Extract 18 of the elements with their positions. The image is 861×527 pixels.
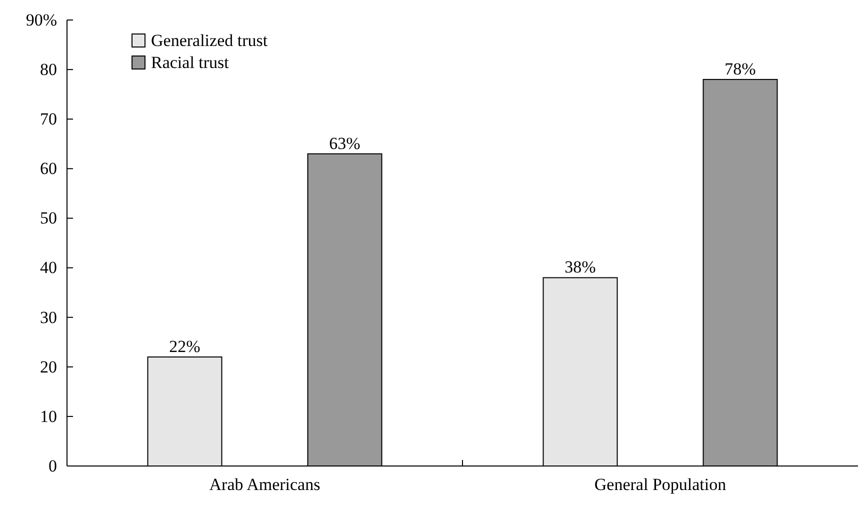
y-tick-label: 50 [40, 208, 57, 228]
data-label: 78% [724, 59, 756, 78]
y-tick-label: 20 [40, 357, 57, 376]
y-tick-label: 0 [48, 456, 57, 476]
y-tick-label: 80 [40, 60, 57, 79]
y-tick-label: 60 [40, 159, 57, 178]
y-tick-label: 40 [40, 258, 57, 278]
y-tick-label: 90% [26, 10, 57, 30]
data-label: 38% [564, 258, 596, 277]
x-tick-label: Arab Americans [209, 475, 320, 494]
data-label: 22% [169, 336, 200, 356]
legend-label: Racial trust [151, 53, 230, 72]
y-tick-label: 30 [40, 308, 57, 327]
data-label: 63% [329, 134, 360, 153]
y-tick-label: 70 [40, 110, 57, 129]
y-tick-label: 10 [40, 406, 57, 426]
legend-label: Generalized trust [151, 31, 268, 50]
x-tick-label: General Population [594, 475, 727, 494]
